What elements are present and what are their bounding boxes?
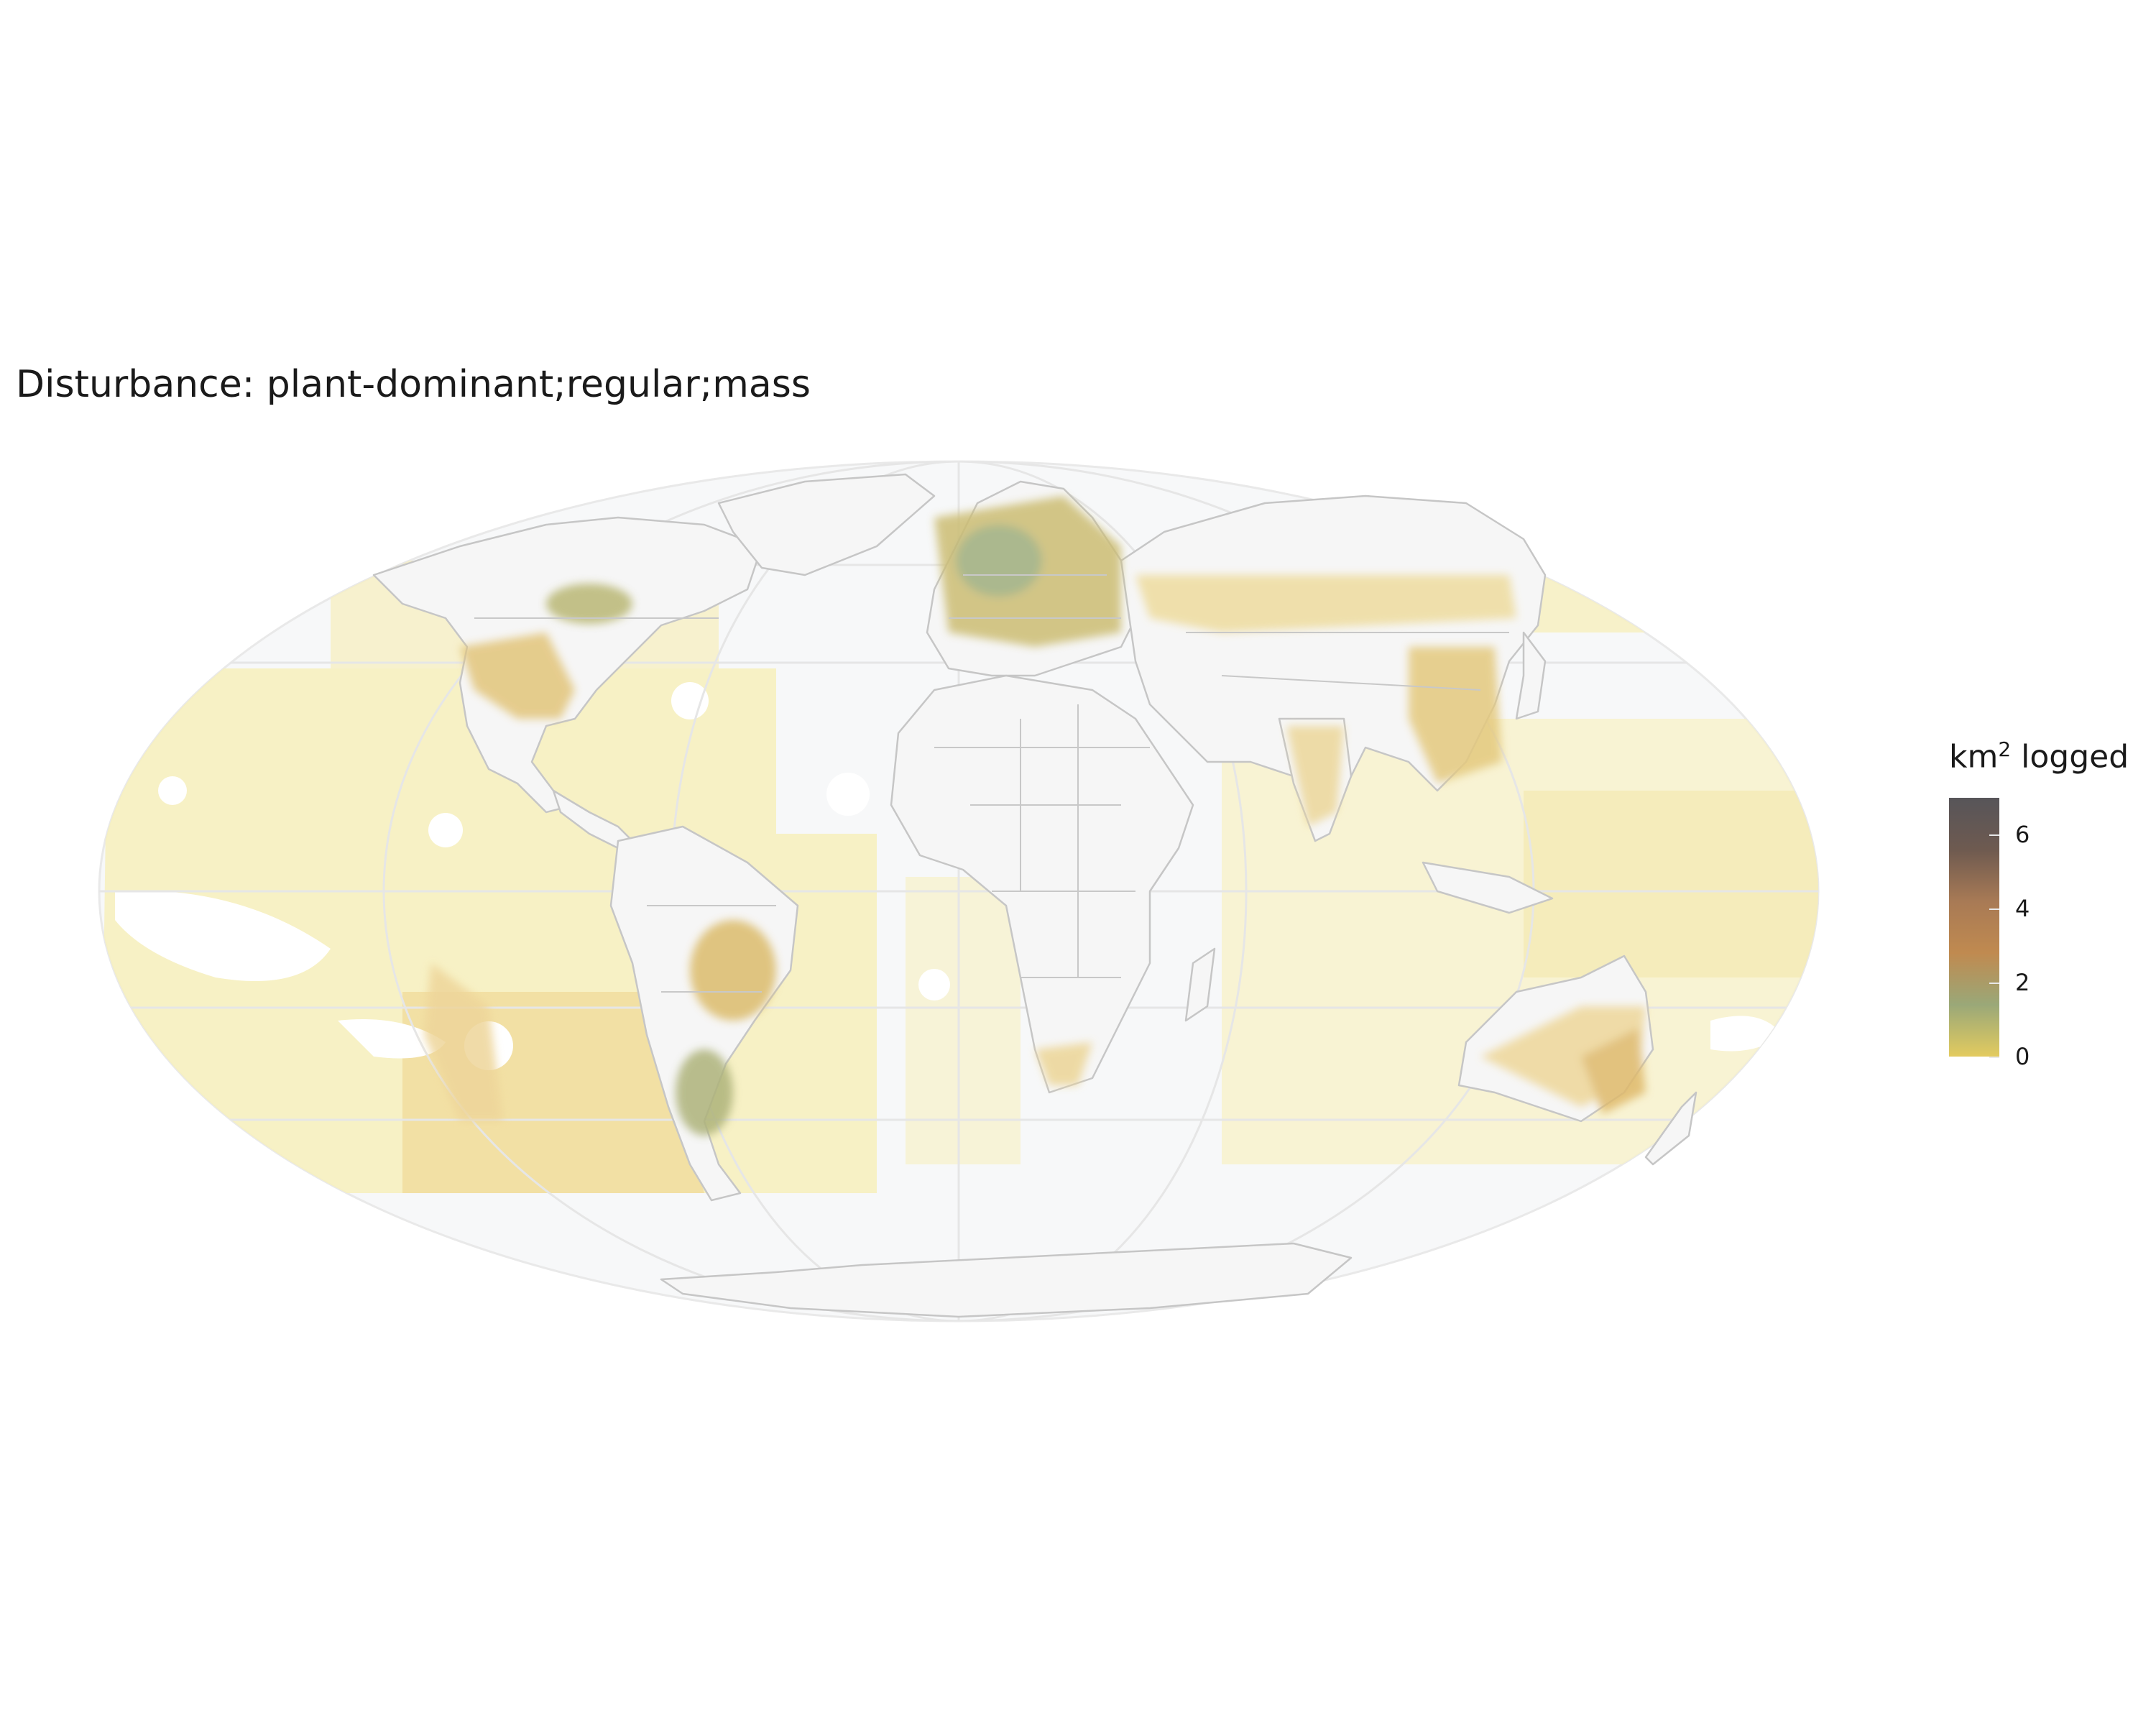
chart-title: Disturbance: plant-dominant;regular;mass bbox=[16, 363, 811, 406]
legend-tick-label: 0 bbox=[2015, 1043, 2030, 1070]
japan bbox=[1515, 631, 1547, 720]
legend-tick-mark bbox=[1989, 1057, 1999, 1058]
new-zealand bbox=[1644, 1091, 1697, 1166]
antarctica bbox=[660, 1242, 1353, 1318]
north-america bbox=[372, 516, 763, 814]
legend-tick-mark bbox=[1989, 834, 1999, 837]
legend-colorbar bbox=[1949, 798, 1999, 1057]
legend-title: km2 logged bbox=[1949, 737, 2129, 776]
indonesia bbox=[1422, 861, 1554, 914]
south-america bbox=[609, 825, 799, 1202]
legend-tick-label: 4 bbox=[2015, 895, 2030, 923]
africa bbox=[890, 674, 1194, 1094]
legend-tick-label: 2 bbox=[2015, 969, 2030, 997]
madagascar bbox=[1184, 947, 1216, 1022]
legend-tick-mark bbox=[1989, 983, 1999, 985]
land-values bbox=[424, 496, 1646, 1136]
legend-tick-mark bbox=[1989, 908, 1999, 911]
greenland bbox=[717, 473, 936, 576]
legend-tick-label: 6 bbox=[2015, 821, 2030, 849]
country-borders bbox=[474, 574, 1509, 993]
